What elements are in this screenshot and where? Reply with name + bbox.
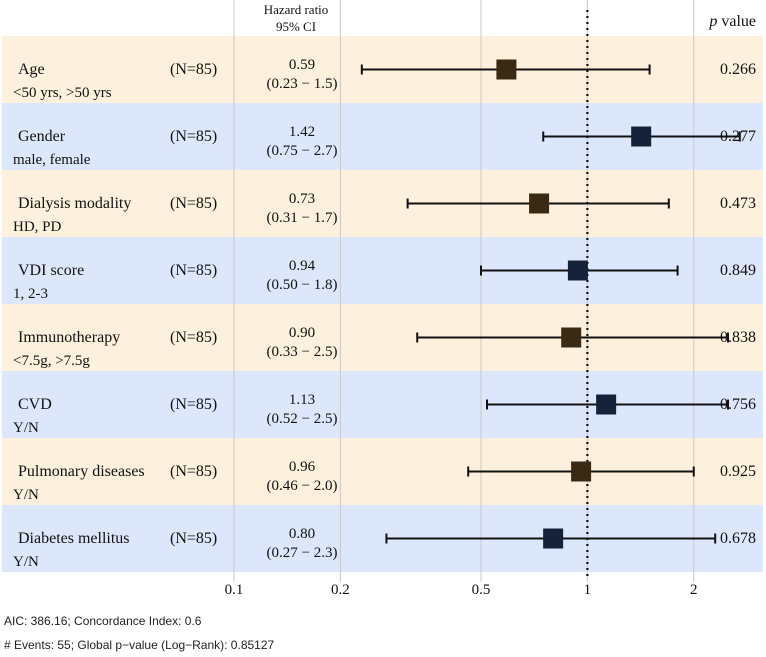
- row-n: (N=85): [170, 530, 217, 547]
- header-p-italic: p: [708, 13, 717, 30]
- row-hr-label: 0.80: [289, 526, 315, 542]
- hr-marker: [561, 327, 582, 348]
- row-sub: 1, 2-3: [13, 286, 48, 302]
- hr-marker: [631, 126, 652, 147]
- footnote-events: # Events: 55; Global p−value (Log−Rank):…: [4, 638, 275, 652]
- row-name: Pulmonary diseases: [18, 463, 145, 480]
- x-tick-label: 0.2: [331, 582, 350, 598]
- row-hr-label: 0.96: [289, 459, 316, 475]
- row-ci-label: (0.33 − 2.5): [267, 344, 338, 360]
- row-p-value: 0.849: [720, 262, 756, 279]
- x-tick-label: 2: [690, 582, 698, 598]
- row-n: (N=85): [170, 463, 217, 480]
- row-name: Immunotherapy: [18, 329, 120, 346]
- row-ci-label: (0.31 − 1.7): [267, 210, 338, 226]
- row-sub: male, female: [13, 152, 91, 168]
- row-name: CVD: [18, 396, 52, 413]
- row-ci-label: (0.23 − 1.5): [267, 76, 338, 92]
- row-ci-label: (0.46 − 2.0): [267, 478, 338, 494]
- row-hr-label: 0.90: [289, 325, 315, 341]
- row-n: (N=85): [170, 396, 217, 413]
- row-hr-label: 0.94: [289, 258, 316, 274]
- x-tick-label: 0.5: [472, 582, 491, 598]
- row-name: Age: [18, 61, 45, 78]
- hr-marker: [571, 461, 592, 482]
- row-hr-label: 0.73: [289, 191, 315, 207]
- row-name: Gender: [18, 128, 66, 145]
- row-p-value: 0.925: [720, 463, 756, 480]
- row-ci-label: (0.50 − 1.8): [267, 277, 338, 293]
- row-n: (N=85): [170, 262, 217, 279]
- row-sub: HD, PD: [13, 219, 62, 235]
- header-p-rest: value: [717, 13, 756, 30]
- row-p-value: 0.266: [720, 61, 756, 78]
- row-sub: Y/N: [13, 420, 39, 436]
- row-n: (N=85): [170, 195, 217, 212]
- row-name: VDI score: [18, 262, 84, 279]
- header-p-value: p value: [708, 13, 756, 30]
- hr-marker: [596, 394, 617, 415]
- row-n: (N=85): [170, 329, 217, 346]
- row-name: Diabetes mellitus: [18, 530, 130, 547]
- row-sub: <50 yrs, >50 yrs: [13, 85, 112, 101]
- hr-marker: [543, 528, 564, 549]
- x-tick-label: 0.1: [225, 582, 244, 598]
- row-sub: Y/N: [13, 487, 39, 503]
- x-tick-label: 1: [584, 582, 592, 598]
- row-hr-label: 1.13: [289, 392, 315, 408]
- row-ci-label: (0.52 − 2.5): [267, 411, 338, 427]
- hr-marker: [529, 193, 550, 214]
- row-hr-label: 1.42: [289, 124, 315, 140]
- row-p-value: 0.473: [720, 195, 756, 212]
- header-95ci: 95% CI: [276, 19, 316, 34]
- row-sub: <7.5g, >7.5g: [13, 353, 90, 369]
- row-ci-label: (0.75 − 2.7): [267, 143, 338, 159]
- header-hazard-ratio: Hazard ratio: [264, 2, 329, 17]
- row-n: (N=85): [170, 128, 217, 145]
- row-ci-label: (0.27 − 2.3): [267, 545, 338, 561]
- row-hr-label: 0.59: [289, 57, 315, 73]
- row-name: Dialysis modality: [18, 195, 131, 212]
- hr-marker: [496, 59, 517, 80]
- hr-marker: [567, 260, 588, 281]
- row-p-value: 0.678: [720, 530, 756, 547]
- footnote-aic: AIC: 386.16; Concordance Index: 0.6: [4, 614, 202, 628]
- row-n: (N=85): [170, 61, 217, 78]
- row-sub: Y/N: [13, 554, 39, 570]
